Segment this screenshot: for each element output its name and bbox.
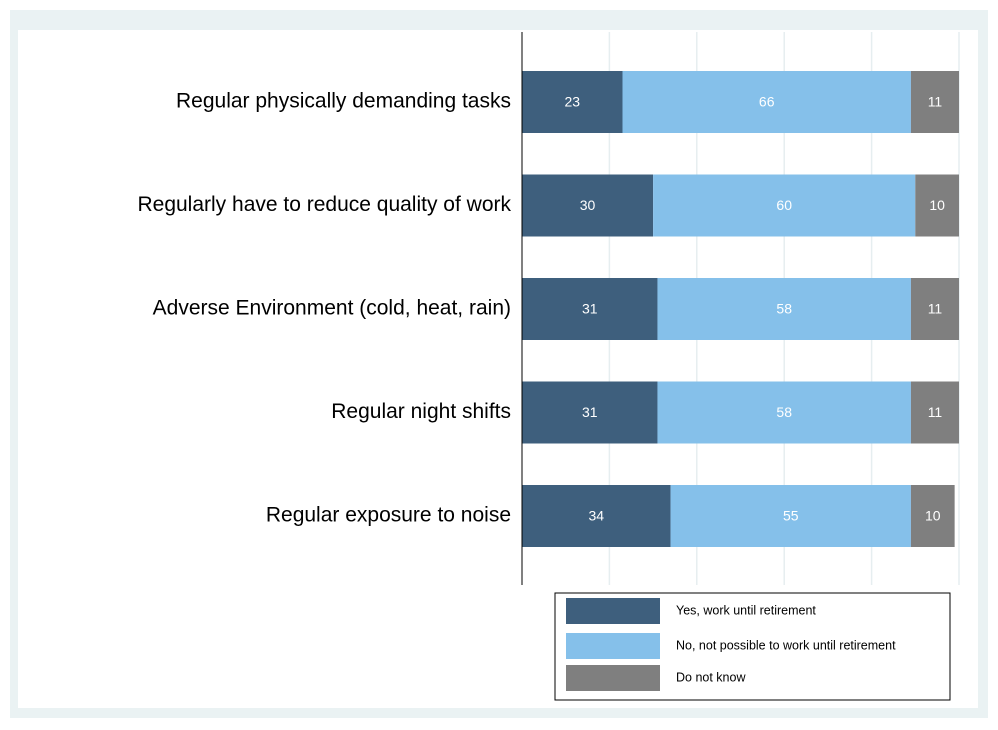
data-label: 31	[582, 404, 598, 420]
bar-segment	[657, 278, 911, 340]
data-label: 10	[925, 508, 941, 524]
data-label: 11	[928, 301, 943, 317]
bar-segment	[910, 71, 959, 133]
data-label: 34	[589, 508, 605, 524]
bar-segment	[915, 174, 959, 237]
data-label: 23	[564, 94, 580, 110]
bar-segment	[653, 174, 916, 237]
data-label: 11	[928, 404, 943, 420]
legend-swatch	[566, 633, 660, 659]
category-label: Regular exposure to noise	[266, 504, 511, 527]
category-label: Adverse Environment (cold, heat, rain)	[153, 297, 511, 320]
bar-segment	[522, 381, 658, 444]
bar-segment	[910, 485, 955, 547]
data-label: 31	[582, 301, 598, 317]
data-label: 58	[776, 404, 792, 420]
bar-segment	[910, 278, 959, 340]
category-label: Regular physically demanding tasks	[176, 90, 511, 113]
bar-segment	[522, 174, 654, 237]
data-label: 11	[928, 94, 943, 110]
data-label: 66	[759, 94, 775, 110]
bar-segment	[910, 381, 959, 444]
legend-label: Do not know	[676, 670, 746, 684]
bar-segment	[657, 381, 911, 444]
data-label: 10	[929, 197, 945, 213]
category-label: Regularly have to reduce quality of work	[137, 193, 511, 216]
data-label: 55	[783, 508, 799, 524]
category-label: Regular night shifts	[331, 400, 511, 423]
bar-segment	[670, 485, 911, 547]
bar-segment	[522, 485, 671, 547]
bar-segment	[522, 71, 623, 133]
legend-swatch	[566, 665, 660, 691]
legend-label: Yes, work until retirement	[676, 603, 816, 617]
bar-segment	[522, 278, 658, 340]
legend-label: No, not possible to work until retiremen…	[676, 638, 896, 652]
data-label: 60	[776, 197, 792, 213]
data-label: 30	[580, 197, 596, 213]
legend-swatch	[566, 598, 660, 624]
bar-segment	[622, 71, 911, 133]
data-label: 58	[776, 301, 792, 317]
